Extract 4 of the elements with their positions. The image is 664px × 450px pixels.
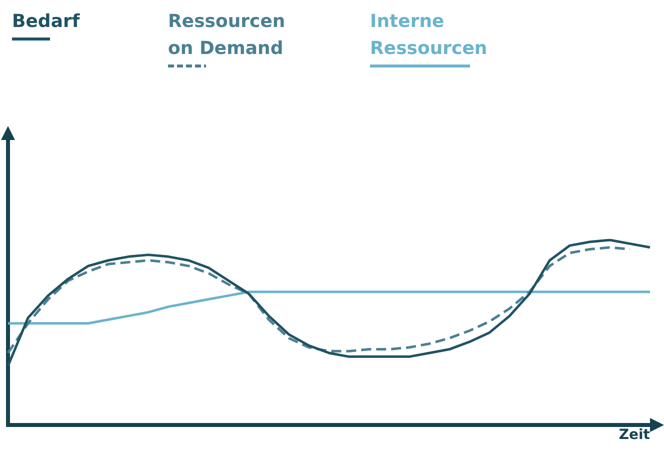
text: Interne Ressourcen	[370, 10, 488, 61]
text: Bedarf	[12, 10, 81, 34]
text: Ressourcen on Demand	[168, 10, 286, 61]
x-axis-title: Zeit	[618, 427, 650, 444]
